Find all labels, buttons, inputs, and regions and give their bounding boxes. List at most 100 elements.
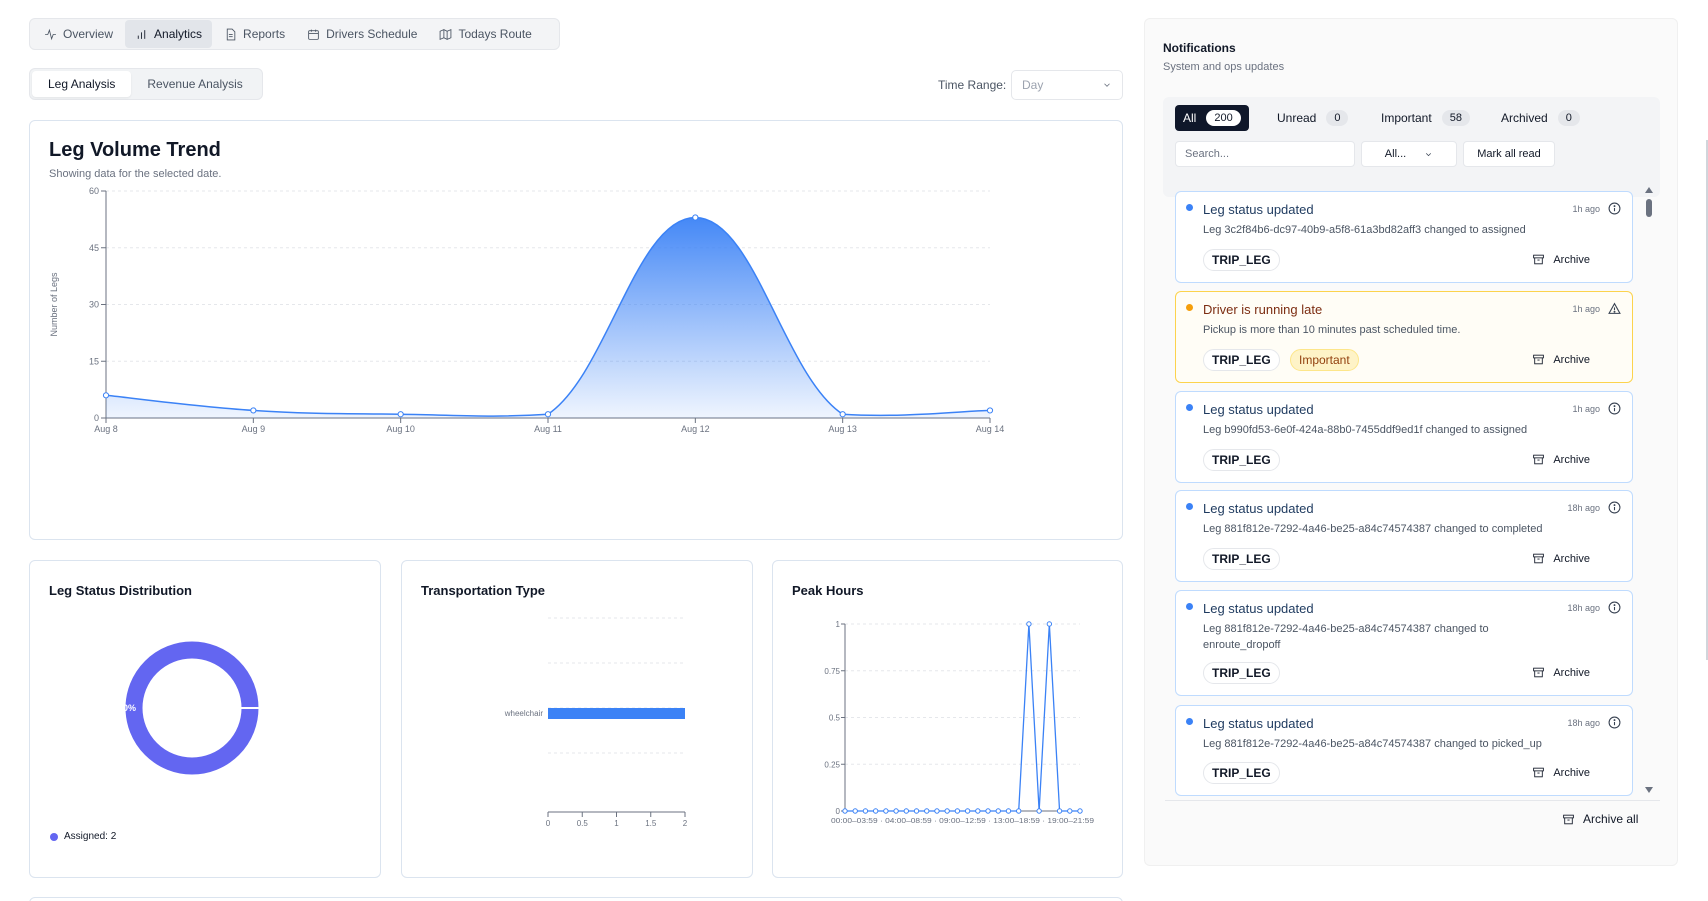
scroll-thumb[interactable] — [1646, 199, 1652, 217]
nav-overview[interactable]: Overview — [34, 20, 123, 48]
notification-item[interactable]: Leg status updated 18h ago Leg 881f812e-… — [1175, 705, 1633, 796]
archive-label: Archive — [1553, 353, 1590, 366]
nav-drivers-schedule[interactable]: Drivers Schedule — [297, 20, 427, 48]
scroll-up-icon[interactable] — [1645, 187, 1653, 193]
info-icon[interactable] — [1608, 402, 1621, 415]
time-range-select[interactable]: Day — [1011, 70, 1123, 100]
time-range-value: Day — [1022, 78, 1044, 92]
tab-leg-analysis[interactable]: Leg Analysis — [32, 71, 132, 97]
mark-all-read-button[interactable]: Mark all read — [1463, 141, 1555, 167]
notification-type-value: All... — [1384, 148, 1407, 160]
nav-todays-route[interactable]: Todays Route — [429, 20, 541, 48]
archive-all-button[interactable]: Archive all — [1562, 812, 1638, 826]
notification-time: 18h ago — [1567, 718, 1600, 728]
info-icon[interactable] — [1608, 716, 1621, 729]
filter-tab-archived-label: Archived — [1501, 111, 1548, 125]
bar-wheelchair — [548, 708, 685, 719]
y-tick-label: 60 — [89, 186, 99, 196]
unread-dot — [1186, 718, 1193, 725]
notification-body: Leg b990fd53-6e0f-424a-88b0-7455ddf9ed1f… — [1203, 424, 1528, 436]
info-icon[interactable] — [1608, 501, 1621, 514]
archive-button[interactable]: Archive — [1532, 552, 1590, 565]
leg-volume-title: Leg Volume Trend — [49, 139, 221, 161]
filter-tab-unread-label: Unread — [1277, 111, 1317, 125]
leg-status-chart: 0% — [123, 641, 260, 775]
filter-tab-unread[interactable]: Unread 0 — [1269, 105, 1356, 131]
data-point — [995, 808, 1001, 814]
data-point — [544, 411, 552, 418]
notification-time: 18h ago — [1567, 503, 1600, 513]
panel-divider — [1165, 800, 1660, 801]
type-badge: TRIP_LEG — [1203, 662, 1280, 684]
type-badge: TRIP_LEG — [1203, 449, 1280, 471]
data-point — [250, 407, 257, 414]
notification-time: 1h ago — [1572, 404, 1600, 414]
notification-type-select[interactable]: All... — [1361, 141, 1457, 167]
unread-dot — [1186, 404, 1193, 411]
filter-tab-all[interactable]: All 200 — [1175, 105, 1249, 131]
unread-dot — [1186, 603, 1193, 610]
archive-button[interactable]: Archive — [1532, 353, 1590, 366]
peak-hours-title: Peak Hours — [792, 583, 864, 598]
window-edge — [1706, 140, 1708, 660]
info-icon[interactable] — [1608, 601, 1621, 614]
data-point — [1077, 808, 1083, 814]
nav-analytics[interactable]: Analytics — [125, 20, 213, 48]
notification-item[interactable]: Leg status updated 18h ago Leg 881f812e-… — [1175, 590, 1633, 696]
x-tick-label: Aug 14 — [976, 424, 1005, 434]
transport-card: Transportation Type wheelchair 0 0.5 1 1.5 2 — [401, 560, 753, 878]
notification-item[interactable]: Leg status updated 1h ago Leg 3c2f84b6-d… — [1175, 191, 1633, 283]
archive-icon — [1563, 814, 1574, 824]
nav-reports[interactable]: Reports — [214, 20, 295, 48]
unread-dot — [1186, 503, 1193, 510]
notification-scrollbar[interactable] — [1644, 182, 1654, 798]
leg-status-title: Leg Status Distribution — [49, 583, 192, 598]
notification-time: 18h ago — [1567, 603, 1600, 613]
x-tick-label: 2 — [683, 819, 688, 828]
archive-all-label: Archive all — [1583, 812, 1639, 826]
archive-icon — [1533, 354, 1545, 365]
info-icon[interactable] — [1608, 202, 1621, 215]
tab-revenue-analysis[interactable]: Revenue Analysis — [147, 77, 243, 91]
bar-category-label: wheelchair — [504, 709, 544, 718]
notification-item[interactable]: Driver is running late 1h ago Pickup is … — [1175, 291, 1633, 383]
x-tick-labels: 00:00–03:59 · 04:00–08:59 · 09:00–12:59 … — [831, 818, 1094, 825]
filter-tab-archived[interactable]: Archived 0 — [1493, 105, 1588, 131]
archive-button[interactable]: Archive — [1532, 666, 1590, 679]
notification-search-input[interactable] — [1175, 141, 1355, 167]
warning-icon[interactable] — [1608, 302, 1621, 315]
data-point — [954, 808, 961, 814]
notification-body: Leg 3c2f84b6-dc97-40b9-a5f8-61a3bd82aff3… — [1203, 224, 1526, 236]
data-point — [872, 808, 879, 814]
notification-item[interactable]: Leg status updated 18h ago Leg 881f812e-… — [1175, 490, 1633, 582]
data-point — [903, 808, 910, 814]
archive-button[interactable]: Archive — [1532, 453, 1590, 466]
chevron-down-icon — [1426, 152, 1432, 156]
archive-label: Archive — [1553, 666, 1590, 679]
notification-item[interactable]: Leg status updated 1h ago Leg b990fd53-6… — [1175, 391, 1633, 483]
data-point — [1026, 621, 1032, 627]
y-tick-label: 30 — [89, 300, 99, 310]
data-point — [1005, 808, 1012, 814]
filter-tab-important[interactable]: Important 58 — [1373, 105, 1478, 131]
archive-button[interactable]: Archive — [1532, 253, 1590, 266]
scroll-down-icon[interactable] — [1645, 787, 1653, 793]
y-axis-label: Number of Legs — [49, 272, 59, 337]
type-badge: TRIP_LEG — [1203, 762, 1280, 784]
notification-title: Driver is running late — [1203, 302, 1323, 317]
main-nav: Overview Analytics Reports Drivers Sched… — [29, 18, 560, 50]
x-tick-label: Aug 11 — [534, 424, 562, 434]
leg-volume-chart: 0 15 30 45 60 Number of Legs Aug 8 Aug 9 Aug 10 A… — [49, 186, 1005, 434]
archive-label: Archive — [1553, 253, 1590, 266]
data-point — [1015, 808, 1022, 814]
time-range-label: Time Range: — [938, 78, 1007, 92]
peak-hours-line — [845, 623, 1080, 812]
archive-button[interactable]: Archive — [1532, 766, 1590, 779]
leg-status-legend: Assigned: 2 — [50, 831, 116, 842]
notification-body: Leg 881f812e-7292-4a46-be25-a84c74574387… — [1203, 523, 1543, 535]
nav-analytics-label: Analytics — [154, 27, 203, 41]
data-point — [944, 808, 950, 814]
y-tick-label: 0.5 — [829, 714, 841, 723]
notifications-subtitle: System and ops updates — [1163, 61, 1285, 73]
leg-volume-subtitle: Showing data for the selected date. — [49, 168, 222, 180]
